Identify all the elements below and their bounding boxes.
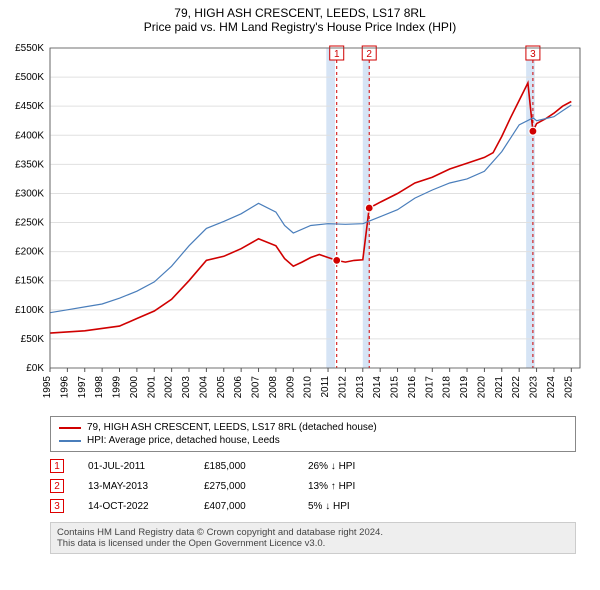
legend-label: HPI: Average price, detached house, Leed…: [87, 435, 280, 446]
svg-text:£50K: £50K: [21, 334, 45, 345]
attribution-line2: This data is licensed under the Open Gov…: [57, 538, 569, 549]
svg-text:2012: 2012: [337, 376, 348, 399]
svg-text:2022: 2022: [511, 376, 522, 399]
svg-text:2004: 2004: [198, 376, 209, 399]
page-title: 79, HIGH ASH CRESCENT, LEEDS, LS17 8RL: [0, 0, 600, 20]
svg-text:2019: 2019: [459, 376, 470, 399]
svg-text:2000: 2000: [129, 376, 140, 399]
event-price: £185,000: [204, 461, 284, 472]
event-row: 1 01-JUL-2011 £185,000 26% ↓ HPI: [50, 456, 576, 476]
legend-row: 79, HIGH ASH CRESCENT, LEEDS, LS17 8RL (…: [59, 421, 567, 434]
event-price: £407,000: [204, 501, 284, 512]
svg-text:1: 1: [334, 49, 340, 60]
svg-text:£550K: £550K: [15, 43, 44, 54]
svg-text:2021: 2021: [494, 376, 505, 399]
legend-row: HPI: Average price, detached house, Leed…: [59, 434, 567, 447]
svg-text:2002: 2002: [164, 376, 175, 399]
legend-swatch: [59, 427, 81, 429]
svg-text:2011: 2011: [320, 376, 331, 398]
svg-text:2020: 2020: [476, 376, 487, 399]
legend-label: 79, HIGH ASH CRESCENT, LEEDS, LS17 8RL (…: [87, 422, 377, 433]
svg-text:2018: 2018: [442, 376, 453, 399]
svg-text:3: 3: [530, 49, 536, 60]
event-price: £275,000: [204, 481, 284, 492]
svg-text:£100K: £100K: [15, 305, 44, 316]
event-date: 13-MAY-2013: [88, 481, 180, 492]
svg-text:2: 2: [366, 49, 372, 60]
svg-text:2013: 2013: [355, 376, 366, 399]
attribution: Contains HM Land Registry data © Crown c…: [50, 522, 576, 554]
svg-text:2016: 2016: [407, 376, 418, 399]
svg-text:£400K: £400K: [15, 130, 44, 141]
svg-text:1995: 1995: [42, 376, 53, 399]
svg-text:2024: 2024: [546, 376, 557, 399]
svg-text:£0K: £0K: [26, 363, 44, 374]
event-marker: 1: [50, 459, 64, 473]
svg-text:1996: 1996: [59, 376, 70, 399]
event-delta: 13% ↑ HPI: [308, 481, 398, 492]
page-subtitle: Price paid vs. HM Land Registry's House …: [0, 20, 600, 40]
attribution-line1: Contains HM Land Registry data © Crown c…: [57, 527, 569, 538]
event-marker: 3: [50, 499, 64, 513]
svg-text:1999: 1999: [112, 376, 123, 399]
svg-text:2008: 2008: [268, 376, 279, 399]
event-delta: 5% ↓ HPI: [308, 501, 398, 512]
svg-text:£450K: £450K: [15, 101, 44, 112]
svg-text:2005: 2005: [216, 376, 227, 399]
svg-text:£300K: £300K: [15, 188, 44, 199]
event-row: 3 14-OCT-2022 £407,000 5% ↓ HPI: [50, 496, 576, 516]
svg-text:2007: 2007: [251, 376, 262, 399]
svg-text:£350K: £350K: [15, 159, 44, 170]
event-delta: 26% ↓ HPI: [308, 461, 398, 472]
line-chart: £0K £50K £100K £150K £200K £250K £300K £350K £40…: [0, 40, 600, 410]
legend: 79, HIGH ASH CRESCENT, LEEDS, LS17 8RL (…: [50, 416, 576, 452]
svg-text:£150K: £150K: [15, 276, 44, 287]
svg-text:2017: 2017: [424, 376, 435, 399]
event-date: 01-JUL-2011: [88, 461, 180, 472]
svg-text:2003: 2003: [181, 376, 192, 399]
svg-text:2023: 2023: [529, 376, 540, 399]
svg-text:2001: 2001: [146, 376, 157, 399]
events-table: 1 01-JUL-2011 £185,000 26% ↓ HPI 2 13-MAY-201…: [50, 456, 576, 516]
svg-text:2009: 2009: [285, 376, 296, 399]
svg-text:2010: 2010: [303, 376, 314, 399]
legend-swatch: [59, 440, 81, 442]
svg-text:2006: 2006: [233, 376, 244, 399]
event-marker: 2: [50, 479, 64, 493]
chart-container: £0K £50K £100K £150K £200K £250K £300K £350K £40…: [0, 40, 600, 410]
svg-text:2014: 2014: [372, 376, 383, 399]
svg-text:1998: 1998: [94, 376, 105, 399]
svg-text:£500K: £500K: [15, 72, 44, 83]
svg-text:£200K: £200K: [15, 247, 44, 258]
svg-text:2015: 2015: [390, 376, 401, 399]
svg-text:2025: 2025: [563, 376, 574, 399]
event-date: 14-OCT-2022: [88, 501, 180, 512]
svg-text:1997: 1997: [77, 376, 88, 399]
event-row: 2 13-MAY-2013 £275,000 13% ↑ HPI: [50, 476, 576, 496]
svg-text:£250K: £250K: [15, 218, 44, 229]
